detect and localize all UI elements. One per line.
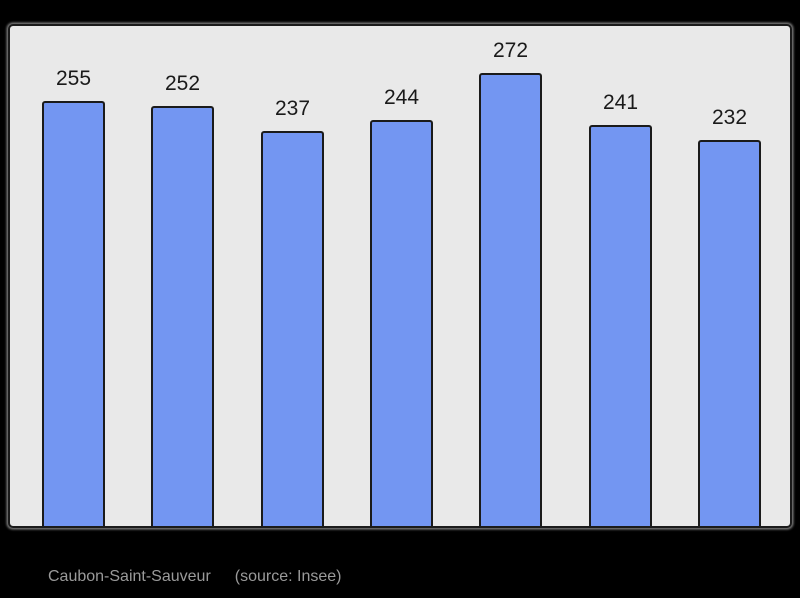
bar-value-label: 244 (383, 86, 420, 109)
bar-value-label: 241 (602, 91, 639, 114)
bar-value-label: 255 (55, 67, 92, 90)
bar-value-label: 232 (711, 106, 748, 129)
commune-name-label: Caubon-Saint-Sauveur (48, 568, 211, 585)
chart-caption: Caubon-Saint-Sauveur (source: Insee) (48, 567, 341, 587)
bar (151, 106, 214, 526)
plot-area: 255 252 237 244 272 241 232 (10, 26, 790, 526)
bar-value-label: 272 (492, 39, 529, 62)
bar (370, 120, 433, 526)
bar (479, 73, 542, 526)
population-bar-chart-frame: 255 252 237 244 272 241 232 (8, 24, 792, 528)
bar-value-label: 237 (274, 97, 311, 120)
bar-value-label: 252 (164, 72, 201, 95)
bar (42, 101, 105, 526)
bar (589, 125, 652, 526)
source-note-label: (source: Insee) (234, 568, 342, 585)
bar (261, 131, 324, 526)
bar (698, 140, 761, 526)
